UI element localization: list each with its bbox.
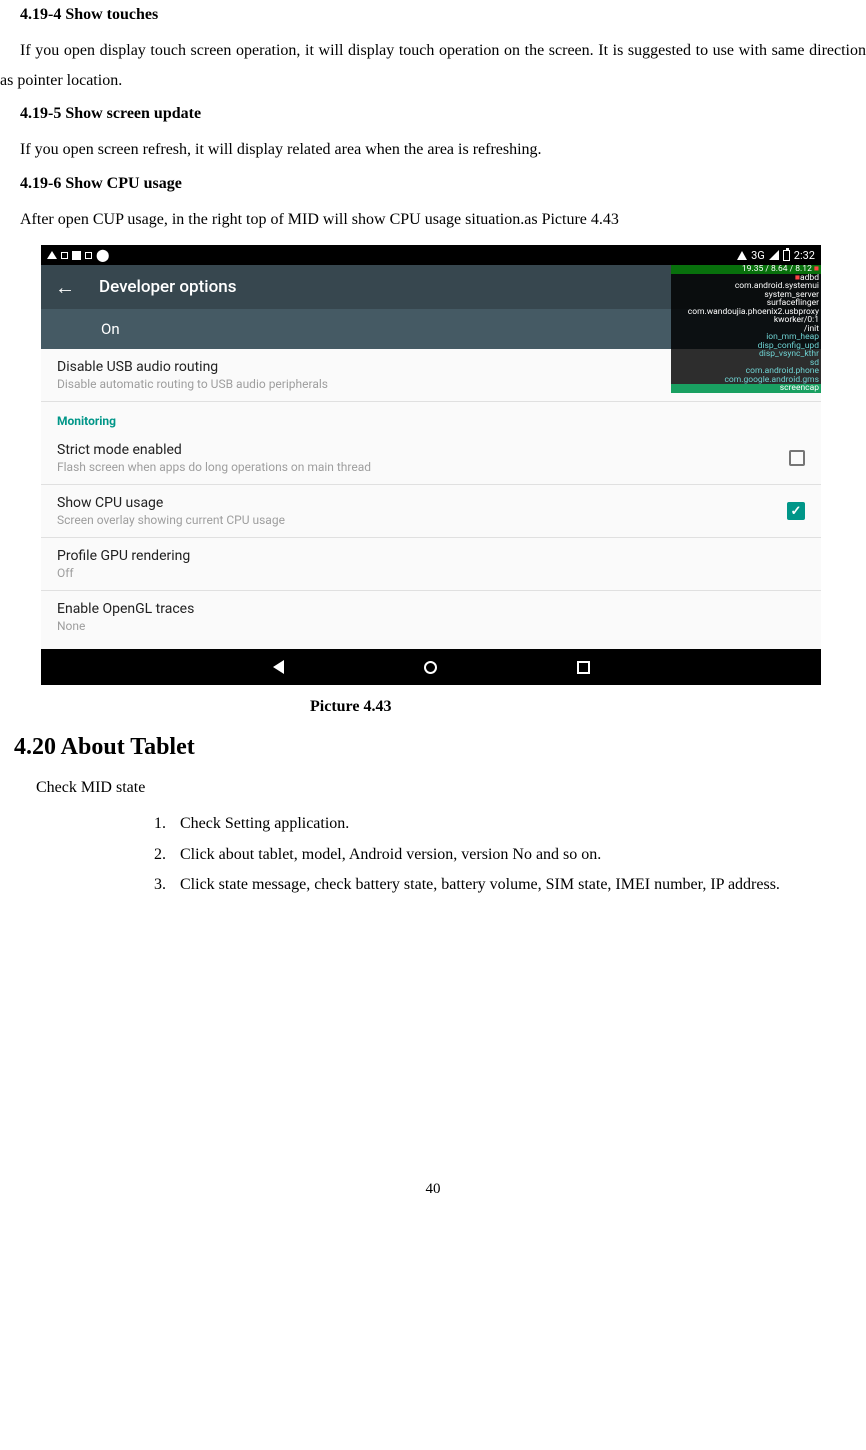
battery-icon	[783, 250, 790, 261]
appbar-title: Developer options	[99, 277, 236, 297]
status-right-icons: 3G 2:32	[737, 249, 815, 262]
notification-icon	[47, 251, 57, 259]
setting-secondary: Off	[57, 566, 190, 580]
page-number: 40	[0, 1181, 866, 1198]
setting-primary: Profile GPU rendering	[57, 548, 190, 564]
android-icon: ⬤	[96, 248, 109, 262]
setting-secondary: None	[57, 619, 194, 633]
list-item: Check Setting application.	[170, 809, 866, 839]
steps-list: Check Setting application. Click about t…	[170, 809, 866, 900]
document-page: 4.19-4 Show touches If you open display …	[0, 6, 866, 1238]
master-switch-row[interactable]: On	[41, 309, 821, 349]
nav-back-icon[interactable]	[273, 660, 284, 674]
master-switch-label: On	[101, 320, 120, 338]
setting-profile-gpu[interactable]: Profile GPU rendering Off	[41, 538, 821, 591]
setting-secondary: Flash screen when apps do long operation…	[57, 460, 371, 474]
wifi-icon	[737, 251, 747, 260]
body-4-19-4: If you open display touch screen operati…	[0, 36, 866, 95]
figure-caption: Picture 4.43	[310, 698, 866, 716]
android-screenshot: ⬤ 3G 2:32 ← Developer options On 19.35 /…	[40, 244, 822, 686]
heading-4-19-5: 4.19-5 Show screen update	[20, 105, 866, 123]
signal-icon	[769, 250, 779, 260]
checkbox-checked-icon[interactable]: ✓	[787, 502, 805, 520]
notification-icon	[85, 252, 92, 259]
checkbox-unchecked-icon[interactable]	[789, 450, 805, 466]
list-item: Click state message, check battery state…	[170, 870, 866, 900]
network-label: 3G	[751, 249, 765, 262]
body-4-19-5: If you open screen refresh, it will disp…	[20, 135, 866, 165]
setting-primary: Disable USB audio routing	[57, 359, 328, 375]
back-icon[interactable]: ←	[55, 277, 75, 297]
list-item: Click about tablet, model, Android versi…	[170, 840, 866, 870]
nav-bar	[41, 649, 821, 685]
setting-opengl-traces[interactable]: Enable OpenGL traces None	[41, 591, 821, 643]
setting-strict-mode[interactable]: Strict mode enabled Flash screen when ap…	[41, 432, 821, 485]
body-4-19-6: After open CUP usage, in the right top o…	[20, 205, 866, 235]
setting-show-cpu[interactable]: Show CPU usage Screen overlay showing cu…	[41, 485, 821, 538]
notification-icon	[61, 252, 68, 259]
heading-4-20: 4.20 About Tablet	[14, 734, 866, 761]
status-bar: ⬤ 3G 2:32	[41, 245, 821, 265]
setting-secondary: Disable automatic routing to USB audio p…	[57, 377, 328, 391]
nav-home-icon[interactable]	[424, 661, 437, 674]
notification-icon	[72, 251, 81, 260]
app-bar: ← Developer options	[41, 265, 821, 309]
nav-recent-icon[interactable]	[577, 661, 590, 674]
heading-4-19-6: 4.19-6 Show CPU usage	[20, 175, 866, 193]
setting-primary: Enable OpenGL traces	[57, 601, 194, 617]
heading-4-19-4: 4.19-4 Show touches	[20, 6, 866, 24]
setting-usb-audio[interactable]: Disable USB audio routing Disable automa…	[41, 349, 821, 402]
setting-primary: Strict mode enabled	[57, 442, 371, 458]
status-left-icons: ⬤	[47, 248, 109, 262]
category-monitoring: Monitoring	[41, 402, 821, 432]
setting-primary: Show CPU usage	[57, 495, 285, 511]
check-mid-state-label: Check MID state	[36, 779, 866, 797]
settings-list: Disable USB audio routing Disable automa…	[41, 349, 821, 643]
clock: 2:32	[794, 249, 815, 262]
setting-secondary: Screen overlay showing current CPU usage	[57, 513, 285, 527]
